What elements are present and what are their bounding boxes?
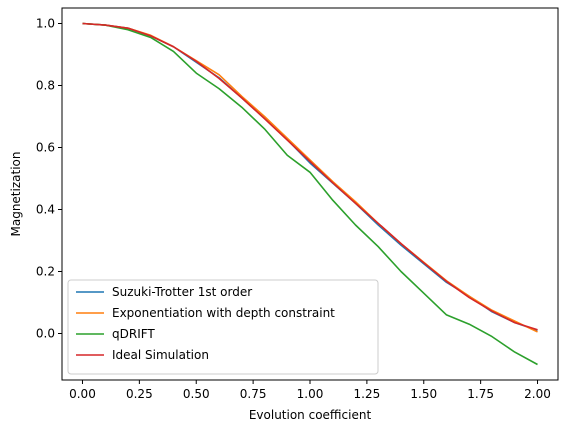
- x-tick-label: 0.50: [183, 387, 210, 401]
- x-tick-label: 2.00: [524, 387, 551, 401]
- y-axis: 0.0 0.2 0.4 0.6 0.8 1.0: [36, 17, 62, 341]
- x-axis: 0.00 0.25 0.50 0.75 1.00 1.25 1.50 1.75 2.00: [69, 380, 551, 401]
- series-line-3: [82, 22, 538, 366]
- legend-label: Suzuki-Trotter 1st order: [112, 285, 252, 299]
- legend-label: qDRIFT: [112, 327, 155, 341]
- legend: Suzuki-Trotter 1st order Exponentiation w…: [67, 279, 379, 375]
- x-tick-label: 1.75: [467, 387, 494, 401]
- y-tick-label: 0.8: [36, 79, 55, 93]
- x-tick-label: 1.50: [410, 387, 437, 401]
- legend-label: Ideal Simulation: [112, 348, 209, 362]
- y-tick-label: 1.0: [36, 17, 55, 31]
- legend-label: Exponentiation with depth constraint: [112, 306, 335, 320]
- y-axis-title: Magnetization: [9, 152, 23, 237]
- x-tick-label: 0.75: [240, 387, 267, 401]
- x-tick-label: 0.25: [126, 387, 153, 401]
- y-tick-label: 0.4: [36, 203, 55, 217]
- y-tick-label: 0.2: [36, 265, 55, 279]
- x-axis-title: Evolution coefficient: [249, 408, 372, 422]
- x-tick-label: 1.00: [297, 387, 324, 401]
- x-tick-label: 0.00: [69, 387, 96, 401]
- y-tick-label: 0.0: [36, 327, 55, 341]
- y-tick-label: 0.6: [36, 141, 55, 155]
- series-line-4: [82, 22, 538, 331]
- legend-box: [67, 279, 379, 375]
- x-tick-label: 1.25: [354, 387, 381, 401]
- series-layer: [82, 22, 538, 366]
